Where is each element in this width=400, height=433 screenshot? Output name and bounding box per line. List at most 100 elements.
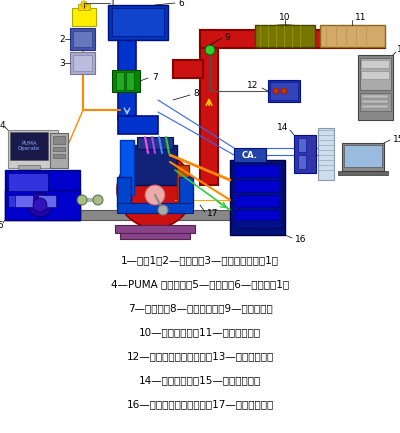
Bar — [177, 165, 189, 210]
Bar — [15, 195, 33, 207]
Bar — [72, 8, 96, 26]
Text: CA.: CA. — [242, 151, 258, 159]
Bar — [78, 4, 90, 10]
Text: 9: 9 — [224, 32, 230, 42]
Text: 13: 13 — [397, 45, 400, 55]
Bar — [118, 116, 158, 134]
Bar — [120, 233, 190, 239]
Text: 1: 1 — [110, 0, 116, 7]
Circle shape — [81, 1, 87, 7]
Circle shape — [281, 88, 287, 94]
Bar — [8, 130, 58, 168]
Text: 16: 16 — [295, 236, 306, 245]
Bar — [118, 10, 136, 120]
Circle shape — [145, 185, 165, 205]
Text: 12—过量空气系数分析仪；13—排气分析仪；: 12—过量空气系数分析仪；13—排气分析仪； — [126, 351, 274, 361]
Text: 7: 7 — [152, 72, 158, 81]
Bar — [53, 147, 65, 151]
Text: 4—PUMA 控制系统；5—测功机；6—进气空谓1；: 4—PUMA 控制系统；5—测功机；6—进气空谓1； — [111, 279, 289, 289]
Text: 11: 11 — [355, 13, 366, 23]
Bar — [126, 72, 134, 90]
Circle shape — [158, 205, 168, 215]
Bar — [73, 31, 92, 47]
Bar — [112, 8, 164, 36]
Bar — [294, 135, 316, 173]
Bar — [233, 163, 282, 228]
Bar — [117, 177, 131, 207]
Bar — [133, 145, 177, 185]
Bar — [112, 70, 140, 92]
Bar — [137, 137, 173, 149]
Bar — [230, 160, 285, 235]
Bar — [5, 190, 80, 220]
Text: 14—电荷放大器；15—燃烧分析仪；: 14—电荷放大器；15—燃烧分析仪； — [139, 375, 261, 385]
Text: 3: 3 — [59, 58, 65, 68]
Bar — [115, 225, 195, 233]
Bar — [318, 128, 334, 180]
Bar — [360, 58, 391, 90]
Bar — [235, 165, 279, 177]
Circle shape — [117, 152, 193, 228]
Bar — [120, 140, 134, 195]
Bar — [235, 210, 279, 220]
Circle shape — [93, 195, 103, 205]
Circle shape — [28, 193, 52, 217]
Bar — [50, 133, 68, 168]
Circle shape — [77, 195, 87, 205]
Bar — [270, 82, 298, 100]
Text: 7—空滤器；8—缸压传感器；9—氧传感器；: 7—空滤器；8—缸压传感器；9—氧传感器； — [128, 303, 272, 313]
Bar — [8, 173, 48, 191]
Bar — [338, 171, 388, 175]
Bar — [5, 170, 80, 220]
Text: 16—冷却液温度控制系统；17—转速传感器。: 16—冷却液温度控制系统；17—转速传感器。 — [126, 399, 274, 409]
Text: 15: 15 — [393, 135, 400, 143]
Text: 2: 2 — [59, 35, 65, 43]
Circle shape — [33, 198, 47, 212]
Bar — [38, 195, 56, 207]
Bar — [73, 55, 92, 71]
Text: 12: 12 — [247, 81, 258, 90]
Bar — [268, 80, 300, 102]
Text: 10: 10 — [279, 13, 291, 23]
Bar — [200, 30, 385, 48]
Bar — [235, 180, 279, 192]
Text: 5: 5 — [0, 222, 3, 230]
Bar — [298, 155, 306, 169]
Circle shape — [273, 88, 279, 94]
Bar — [235, 195, 279, 207]
Bar — [10, 132, 48, 160]
Bar — [320, 25, 385, 47]
Bar — [30, 210, 230, 220]
Text: 1—油符1；2—油耗仪；3—燃油温度控制符1；: 1—油符1；2—油耗仪；3—燃油温度控制符1； — [121, 255, 279, 265]
Bar — [70, 52, 95, 74]
Text: 8: 8 — [193, 90, 199, 98]
Bar — [362, 105, 388, 108]
Circle shape — [205, 45, 215, 55]
Bar — [53, 136, 65, 144]
Bar — [361, 60, 389, 68]
Bar — [362, 100, 388, 103]
Bar — [117, 203, 193, 213]
Text: PUMA
Operate: PUMA Operate — [18, 141, 40, 152]
Bar — [255, 25, 315, 47]
Bar — [70, 28, 95, 50]
Bar — [342, 143, 384, 171]
Text: 4: 4 — [0, 120, 5, 129]
Bar — [234, 148, 266, 162]
Text: 17: 17 — [207, 210, 218, 219]
Bar — [362, 95, 388, 98]
Text: 10—専化转化器；11—排气消声器；: 10—専化转化器；11—排气消声器； — [139, 327, 261, 337]
Bar — [108, 5, 168, 40]
Bar — [18, 165, 40, 169]
Bar — [200, 30, 218, 185]
Bar — [298, 138, 306, 152]
Bar — [361, 71, 389, 79]
Bar — [173, 60, 203, 78]
Bar — [116, 72, 124, 90]
Bar — [360, 93, 391, 111]
Text: 14: 14 — [277, 123, 288, 132]
Text: 6: 6 — [178, 0, 184, 7]
Ellipse shape — [255, 25, 315, 47]
Bar — [8, 195, 48, 207]
Bar — [344, 145, 382, 167]
